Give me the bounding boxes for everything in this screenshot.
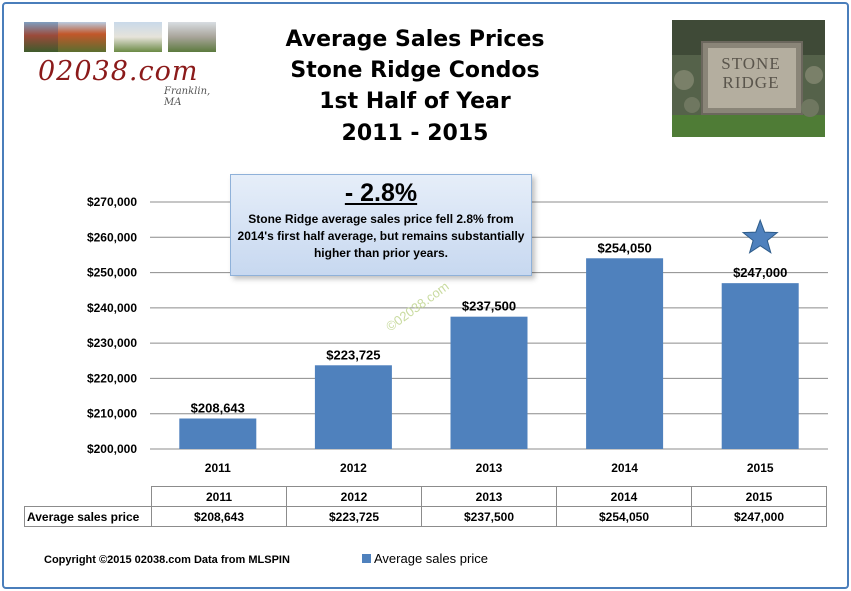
table-header-cell: 2012 — [286, 486, 422, 507]
data-labels: $208,643 $223,725 $237,500 $254,050 $247,000 — [191, 240, 788, 415]
table-cell: $223,725 — [286, 506, 422, 527]
x-tick-label: 2011 — [205, 461, 231, 475]
sign-text: STONE RIDGE — [708, 54, 794, 92]
y-tick-label: $250,000 — [87, 266, 137, 280]
data-label: $223,725 — [326, 347, 380, 362]
title-line-1: Average Sales Prices — [285, 27, 545, 52]
y-tick-label: $240,000 — [87, 301, 137, 315]
watermark: ©02038.com — [383, 279, 452, 335]
logo-photo-3 — [114, 22, 162, 52]
data-table: 2011 2012 2013 2014 2015 Average sales p… — [24, 486, 827, 527]
bars — [179, 258, 799, 449]
data-label: $247,000 — [733, 265, 787, 280]
table-cell: $254,050 — [556, 506, 692, 527]
data-label: $237,500 — [462, 299, 516, 314]
table-cell: $208,643 — [151, 506, 287, 527]
copyright-text: Copyright ©2015 02038.com Data from MLSP… — [44, 554, 290, 566]
data-label: $254,050 — [597, 240, 651, 255]
bar — [586, 258, 664, 449]
title-line-3: 1st Half of Year — [319, 89, 511, 115]
callout-headline: - 2.8% — [344, 179, 418, 207]
x-tick-label: 2013 — [476, 461, 503, 475]
title-line-4: 2011 - 2015 — [341, 120, 489, 146]
table-cell: $247,000 — [691, 506, 827, 527]
bar — [314, 365, 392, 449]
table-cell: $237,500 — [421, 506, 557, 527]
data-label: $208,643 — [191, 401, 245, 416]
table-corner-cell — [24, 486, 152, 507]
callout-body: Stone Ridge average sales price fell 2.8… — [237, 212, 525, 260]
table-header-cell: 2014 — [556, 486, 692, 507]
sign-photo-art — [672, 20, 825, 137]
bar — [179, 418, 257, 449]
table-row-label: Average sales price — [24, 506, 152, 527]
y-tick-label: $220,000 — [87, 371, 137, 385]
bar — [450, 316, 528, 449]
logo-photo-4 — [168, 22, 216, 52]
bar — [721, 283, 799, 449]
table-header-row: 2011 2012 2013 2014 2015 — [24, 486, 827, 507]
x-tick-label: 2015 — [747, 461, 774, 475]
x-tick-label: 2012 — [340, 461, 367, 475]
logo-subtext: Franklin, MA — [164, 86, 211, 108]
y-tick-label: $200,000 — [87, 442, 137, 456]
table-header-cell: 2013 — [421, 486, 557, 507]
y-tick-label: $270,000 — [87, 195, 137, 209]
logo-text: 02038.com — [38, 56, 199, 87]
logo-photo-2 — [58, 22, 106, 52]
chart-title: Average Sales Prices Stone Ridge Condos … — [255, 24, 575, 149]
y-tick-label: $230,000 — [87, 336, 137, 350]
site-logo: 02038.com Franklin, MA — [24, 22, 229, 108]
star-icon — [741, 218, 779, 254]
x-tick-label: 2014 — [611, 461, 638, 475]
y-tick-label: $260,000 — [87, 230, 137, 244]
x-axis-ticks: 2011 2012 2013 2014 2015 — [205, 461, 774, 475]
legend-label: Average sales price — [374, 551, 488, 566]
sign-text-line-2: RIDGE — [722, 73, 780, 92]
sign-text-line-1: STONE — [721, 54, 781, 73]
table-row: Average sales price $208,643 $223,725 $2… — [24, 506, 827, 527]
title-line-2: Stone Ridge Condos — [290, 58, 540, 84]
y-tick-label: $210,000 — [87, 407, 137, 421]
legend-swatch — [362, 554, 371, 563]
table-header-cell: 2015 — [691, 486, 827, 507]
stone-ridge-sign-photo: STONE RIDGE — [672, 20, 825, 137]
chart-legend: Average sales price — [362, 551, 488, 566]
table-header-cell: 2011 — [151, 486, 287, 507]
callout-box: - 2.8% Stone Ridge average sales price f… — [230, 174, 532, 276]
y-axis-ticks: $200,000 $210,000 $220,000 $230,000 $240,000… — [87, 195, 137, 456]
